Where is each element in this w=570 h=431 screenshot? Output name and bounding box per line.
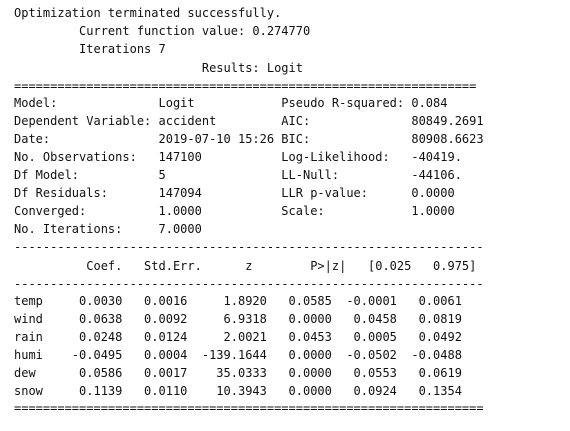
function-value-line: Current function value: 0.274770 <box>14 24 311 38</box>
coef-row-snow: snow 0.1139 0.0110 10.3943 0.0000 0.0924… <box>14 384 462 398</box>
summary-row-iterations: No. Iterations: 7.0000 <box>14 222 202 236</box>
separator-double-bottom: ========================================… <box>14 401 484 415</box>
separator-double-top: ========================================… <box>14 79 477 93</box>
coef-row-rain: rain 0.0248 0.0124 2.0021 0.0453 0.0005 … <box>14 330 462 344</box>
status-line: Optimization terminated successfully. <box>14 6 282 20</box>
coef-row-wind: wind 0.0638 0.0092 6.9318 0.0000 0.0458 … <box>14 312 462 326</box>
summary-row-model: Model: Logit Pseudo R-squared: 0.084 <box>14 96 448 110</box>
separator-dashed-top: ----------------------------------------… <box>14 240 484 254</box>
summary-row-df-residuals: Df Residuals: 147094 LLR p-value: 0.0000 <box>14 186 455 200</box>
summary-row-df-model: Df Model: 5 LL-Null: -44106. <box>14 168 462 182</box>
summary-row-dependent: Dependent Variable: accident AIC: 80849.… <box>14 114 484 128</box>
coef-row-temp: temp 0.0030 0.0016 1.8920 0.0585 -0.0001… <box>14 294 462 308</box>
summary-row-converged: Converged: 1.0000 Scale: 1.0000 <box>14 204 455 218</box>
summary-row-date: Date: 2019-07-10 15:26 BIC: 80908.6623 <box>14 132 484 146</box>
separator-dashed-mid: ----------------------------------------… <box>14 277 484 291</box>
coef-table-header: Coef. Std.Err. z P>|z| [0.025 0.975] <box>14 259 477 273</box>
coef-row-dew: dew 0.0586 0.0017 35.0333 0.0000 0.0553 … <box>14 366 462 380</box>
coef-row-humi: humi -0.0495 0.0004 -139.1644 0.0000 -0.… <box>14 348 462 362</box>
summary-row-observations: No. Observations: 147100 Log-Likelihood:… <box>14 150 462 164</box>
results-title: Results: Logit <box>14 61 303 75</box>
iterations-line: Iterations 7 <box>14 42 166 56</box>
